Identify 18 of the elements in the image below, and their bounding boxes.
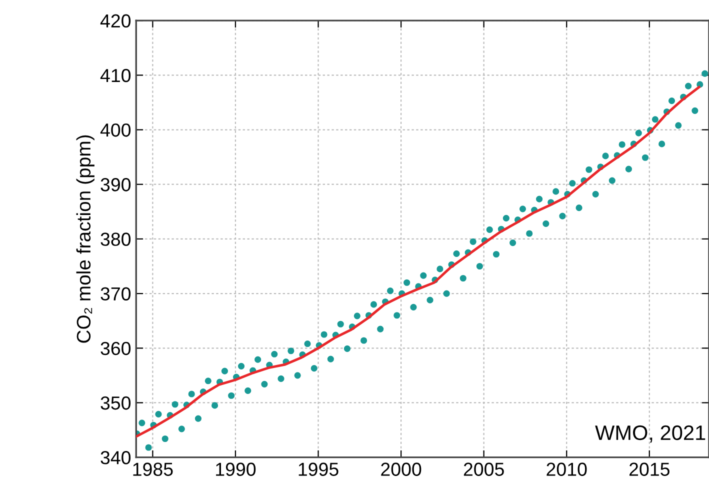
y-tick-label: 360	[100, 342, 131, 356]
y-tick-label: 350	[100, 396, 131, 410]
y-tick-label: 340	[100, 451, 131, 464]
x-tick-label: 2015	[629, 462, 670, 476]
x-tick-label: 1995	[298, 462, 338, 476]
y-tick-label: 380	[100, 232, 131, 246]
y-axis-title: CO₂ mole fraction (ppm)	[76, 135, 94, 343]
annotation: WMO, 2021	[595, 425, 706, 443]
y-tick-label: 370	[100, 287, 131, 301]
y-tick-label: 420	[100, 14, 131, 28]
x-tick-label: 1985	[133, 462, 173, 476]
y-tick-label: 390	[100, 178, 131, 192]
x-tick-label: 2005	[464, 462, 504, 476]
x-tick-label: 1990	[216, 462, 256, 476]
y-tick-label: 410	[100, 68, 131, 82]
x-tick-label: 2010	[546, 462, 587, 476]
y-tick-label: 400	[100, 123, 131, 137]
x-tick-label: 2000	[381, 462, 422, 476]
